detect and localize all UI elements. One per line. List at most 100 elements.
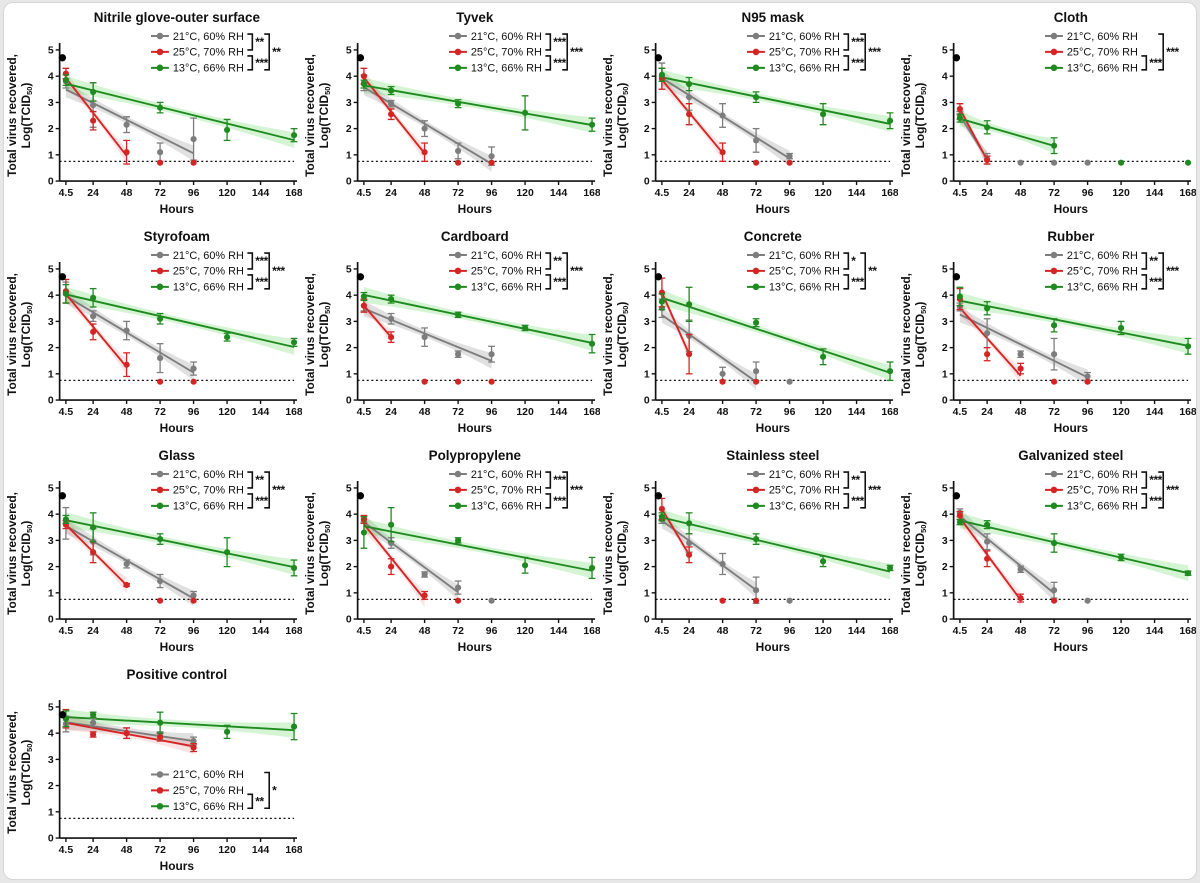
regression-line-13C [661, 296, 891, 374]
panel-title: Cloth [1054, 10, 1088, 25]
inoculum-point [952, 54, 961, 62]
data-point-25C [488, 159, 495, 166]
sig-bracket-25-vs-13 [843, 274, 850, 290]
data-point-13C [819, 111, 827, 118]
x-tick-label: 96 [188, 845, 200, 856]
sig-bracket-25-vs-13 [1141, 493, 1148, 509]
x-tick-label: 168 [1179, 407, 1196, 418]
sig-bracket-overall-stars: ** [868, 264, 877, 278]
data-point-13C [157, 315, 164, 322]
y-tick-label: 0 [644, 396, 650, 407]
data-point-25C [455, 159, 462, 166]
y-tick-label: 3 [48, 755, 54, 766]
legend-marker-dot [1050, 251, 1058, 259]
panel-title: Glass [159, 448, 196, 463]
data-point-13C [658, 513, 665, 520]
panel-title: Styrofoam [144, 229, 210, 244]
data-point-13C [956, 293, 963, 300]
legend-label-13C: 13°C, 66% RH [173, 282, 244, 294]
data-point-13C [984, 305, 991, 312]
x-tick-label: 168 [583, 407, 600, 418]
x-tick-label: 72 [452, 626, 464, 637]
sig-bracket-21-vs-25 [545, 471, 552, 489]
data-point-21C [388, 315, 395, 322]
inoculum-point [654, 492, 663, 500]
x-tick-label: 144 [1146, 626, 1164, 637]
x-tick-label: 24 [683, 188, 695, 199]
legend-label-21C: 21°C, 60% RH [1067, 250, 1138, 262]
x-tick-label: 144 [252, 407, 270, 418]
x-tick-label: 96 [188, 188, 200, 199]
regression-line-13C [661, 516, 891, 573]
data-point-13C [62, 290, 69, 297]
panel-positive-control: 4.5 24 48 72 96 120 144 168 0 1 2 3 4 5 Hours Total vir… [4, 663, 302, 879]
y-tick-label: 1 [644, 369, 650, 380]
sig-bracket-overall [562, 252, 569, 290]
x-tick-label: 144 [848, 626, 866, 637]
x-tick-label: 168 [1179, 188, 1196, 199]
regression-line-21C [363, 307, 492, 362]
legend-label-13C: 13°C, 66% RH [471, 63, 542, 75]
data-point-21C [1051, 159, 1058, 166]
legend-marker-dot [156, 486, 164, 494]
data-point-21C [90, 313, 97, 320]
y-axis-label-line2: Log(TCID50) [19, 521, 34, 587]
x-tick-label: 48 [419, 407, 431, 418]
data-point-21C [1084, 159, 1091, 166]
sig-bracket-25-vs-13-stars: *** [553, 494, 566, 508]
x-axis-label: Hours [1054, 640, 1089, 654]
data-point-25C [658, 505, 665, 512]
data-point-21C [753, 137, 760, 144]
x-tick-label: 168 [285, 407, 302, 418]
data-point-25C [1084, 378, 1091, 385]
x-tick-label: 96 [784, 407, 796, 418]
x-axis-label: Hours [756, 202, 791, 216]
legend-label-25C: 25°C, 70% RH [173, 47, 244, 59]
data-point-25C [686, 351, 693, 358]
inoculum-point [952, 273, 961, 281]
x-tick-label: 24 [981, 407, 993, 418]
legend-marker-dot [454, 267, 462, 275]
legend-label-13C: 13°C, 66% RH [1067, 501, 1138, 513]
legend-label-21C: 21°C, 60% RH [173, 469, 244, 481]
panel-tyvek: 4.5 24 48 72 96 120 144 168 0 1 2 3 4 5 Hours Total vir… [302, 6, 600, 225]
y-tick-label: 3 [644, 536, 650, 547]
data-point-25C [719, 149, 726, 156]
data-point-13C [686, 520, 693, 527]
x-tick-label: 168 [881, 407, 898, 418]
x-tick-label: 24 [87, 845, 99, 856]
data-point-13C [388, 521, 395, 528]
legend-label-21C: 21°C, 60% RH [173, 769, 244, 781]
y-tick-label: 4 [942, 72, 948, 83]
sig-bracket-21-vs-25-stars: *** [553, 35, 566, 49]
data-point-21C [190, 365, 197, 372]
data-point-25C [719, 378, 726, 385]
y-axis-label-line1: Total virus recovered, [601, 54, 615, 177]
chart-glass: 4.5 24 48 72 96 120 144 168 0 1 2 3 4 5 Hours Total vir… [5, 448, 302, 654]
x-tick-label: 4.5 [953, 626, 968, 637]
y-axis-label-line2: Log(TCID50) [913, 83, 928, 149]
legend-marker-dot [752, 64, 760, 72]
x-tick-label: 120 [218, 626, 236, 637]
data-point-21C [190, 136, 197, 143]
x-tick-label: 96 [784, 188, 796, 199]
panel-polypropylene: 4.5 24 48 72 96 120 144 168 0 1 2 3 4 5 Hours Total vir… [302, 444, 600, 663]
y-tick-label: 0 [48, 834, 54, 845]
panel-title: Nitrile glove-outer surface [94, 10, 260, 25]
legend-marker-dot [454, 486, 462, 494]
x-axis-label: Hours [160, 859, 195, 873]
data-point-25C [123, 730, 130, 737]
y-tick-label: 2 [644, 343, 650, 354]
x-tick-label: 168 [881, 188, 898, 199]
sig-bracket-overall-stars: *** [272, 483, 285, 497]
inoculum-point [58, 492, 67, 500]
y-tick-label: 1 [346, 369, 352, 380]
sig-bracket-overall [264, 771, 271, 810]
inoculum-point [58, 711, 67, 719]
sig-bracket-overall [860, 252, 867, 290]
x-axis-label: Hours [458, 640, 493, 654]
data-point-13C [521, 562, 529, 569]
x-axis-label: Hours [756, 421, 791, 435]
sig-bracket-overall [562, 471, 569, 509]
data-point-25C [123, 149, 130, 156]
